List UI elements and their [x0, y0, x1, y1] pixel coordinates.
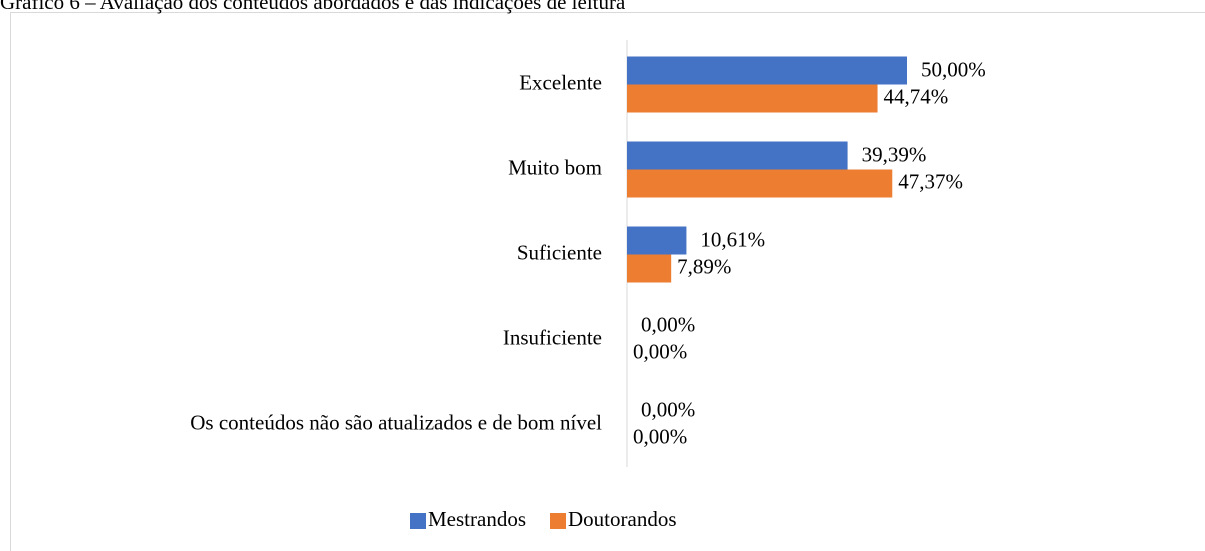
y-tick-label: Suficiente [517, 240, 602, 264]
legend-swatch [410, 513, 426, 529]
data-label: 47,37% [898, 169, 963, 193]
data-label: 0,00% [633, 339, 687, 363]
chart-border [10, 12, 1205, 551]
bar [627, 254, 672, 283]
data-label: 10,61% [700, 227, 765, 251]
y-tick-label: Insuficiente [503, 325, 602, 349]
legend-swatch [550, 513, 566, 529]
bar [627, 84, 878, 113]
data-label: 0,00% [641, 312, 695, 336]
data-label: 50,00% [921, 57, 986, 81]
bar [627, 56, 907, 85]
data-label: 44,74% [884, 84, 949, 108]
bar [627, 141, 848, 170]
y-tick-label: Excelente [519, 70, 602, 94]
data-label: 0,00% [641, 397, 695, 421]
y-tick-label: Os conteúdos não são atualizados e de bo… [190, 410, 602, 434]
legend-label: Mestrandos [428, 507, 526, 531]
legend-label: Doutorandos [568, 507, 677, 531]
chart-title: Gráfico 6 – Avaliação dos conteúdos abor… [0, 0, 626, 14]
data-label: 39,39% [862, 142, 927, 166]
data-label: 7,89% [677, 254, 731, 278]
bar [627, 226, 687, 255]
data-label: 0,00% [633, 424, 687, 448]
bar [627, 169, 893, 198]
y-tick-label: Muito bom [508, 155, 602, 179]
